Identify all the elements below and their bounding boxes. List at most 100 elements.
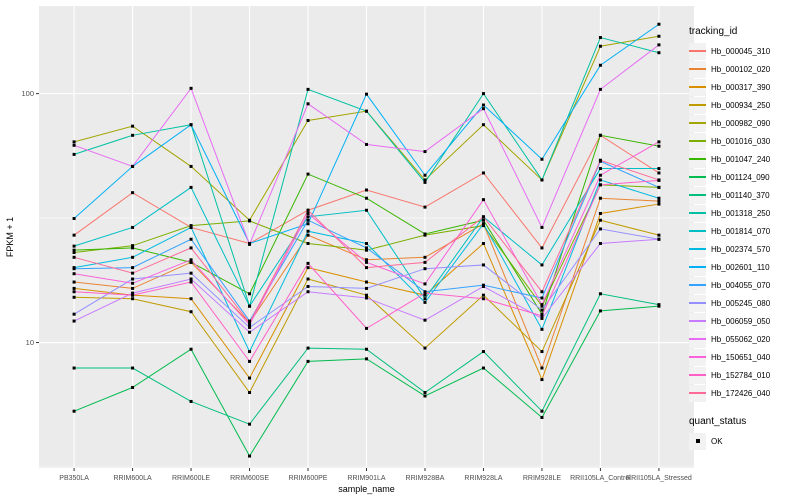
data-point (423, 150, 427, 154)
legend-item-label: Hb_001016_030 (711, 136, 771, 146)
legend-key-swatch (689, 222, 706, 240)
data-point (657, 34, 661, 38)
legend-color-line-icon (689, 140, 706, 142)
data-point (365, 196, 368, 200)
data-point (189, 310, 193, 314)
data-point (598, 183, 602, 187)
data-point (365, 241, 368, 245)
legend-item-label: Hb_150651_040 (711, 352, 771, 362)
data-point (423, 282, 427, 286)
legend-key-swatch (689, 168, 706, 186)
legend-item: Hb_000045_310 (689, 42, 799, 60)
data-point (598, 309, 602, 313)
data-point (481, 224, 485, 228)
data-point (540, 263, 544, 267)
legend-item: Hb_001318_250 (689, 204, 799, 222)
data-point (306, 218, 310, 222)
legend-color-line-icon (689, 104, 706, 106)
data-point (189, 258, 193, 262)
data-point (657, 199, 661, 203)
data-point (306, 241, 310, 245)
data-point (540, 308, 544, 312)
data-point (423, 178, 427, 182)
legend-color-line-icon (689, 68, 706, 70)
data-point (189, 123, 193, 127)
data-point (540, 312, 544, 316)
data-point (365, 246, 368, 250)
data-point (657, 237, 661, 241)
data-point (423, 346, 427, 350)
legend-item-label: Hb_001124_090 (711, 172, 770, 182)
data-point (248, 319, 252, 323)
legend-item-label: Hb_001318_250 (711, 208, 771, 218)
data-point (598, 196, 602, 200)
data-point (598, 158, 602, 162)
data-point (306, 266, 310, 270)
data-point (131, 286, 135, 290)
y-axis-title: FPKM + 1 (5, 217, 15, 257)
data-point (657, 167, 661, 171)
data-point (131, 281, 135, 285)
data-point (72, 152, 76, 156)
legend-color-line-icon (689, 158, 706, 160)
data-point (72, 248, 76, 252)
legend-color-line-icon (689, 266, 706, 268)
data-point (72, 366, 76, 370)
data-point (540, 409, 544, 413)
data-point (540, 314, 544, 318)
data-point (598, 44, 602, 48)
legend-key-swatch (689, 348, 706, 366)
data-point (72, 251, 76, 255)
data-point (657, 303, 661, 307)
data-point (306, 118, 310, 122)
data-point (423, 180, 427, 184)
legend-item: Hb_002601_110 (689, 258, 799, 276)
legend-item: Hb_152784_010 (689, 366, 799, 384)
data-point (423, 390, 427, 394)
data-point (365, 296, 368, 300)
x-tick-label: RRIM600LA (114, 475, 152, 482)
data-point (540, 178, 544, 182)
data-point (306, 284, 310, 288)
data-point (481, 92, 485, 96)
data-point (306, 233, 310, 237)
legend2-items: OK (689, 432, 799, 450)
data-point (72, 255, 76, 259)
x-tick-label: PB350LA (59, 475, 89, 482)
data-point (598, 211, 602, 215)
data-point (540, 246, 544, 250)
data-point (72, 295, 76, 299)
data-point (248, 330, 252, 334)
y-tick-label: 10 (26, 338, 34, 347)
legend-item: Hb_000982_090 (689, 114, 799, 132)
data-point (248, 304, 252, 308)
data-point (72, 267, 76, 271)
legend-item: Hb_001016_030 (689, 132, 799, 150)
data-point (365, 266, 368, 270)
legend-color-line-icon (689, 230, 706, 232)
legend-item: Hb_000102_020 (689, 60, 799, 78)
data-point (189, 347, 193, 351)
x-tick-label: RRIM600LE (172, 475, 210, 482)
data-point (540, 296, 544, 300)
data-point (540, 157, 544, 161)
data-point (423, 318, 427, 322)
data-point (72, 140, 76, 144)
data-point (189, 185, 193, 189)
legend-item-label: Hb_000982_090 (711, 118, 771, 128)
data-point (131, 225, 135, 229)
data-point (189, 224, 193, 228)
legend-key-swatch (689, 60, 706, 78)
data-point (423, 293, 427, 297)
data-point (365, 286, 368, 290)
data-point (598, 173, 602, 177)
legend-item: Hb_150651_040 (689, 348, 799, 366)
legend-item-label: Hb_001140_370 (711, 190, 770, 200)
data-point (481, 241, 485, 245)
data-point (131, 277, 135, 281)
data-point (306, 290, 310, 294)
data-point (131, 246, 135, 250)
data-point (306, 277, 310, 281)
